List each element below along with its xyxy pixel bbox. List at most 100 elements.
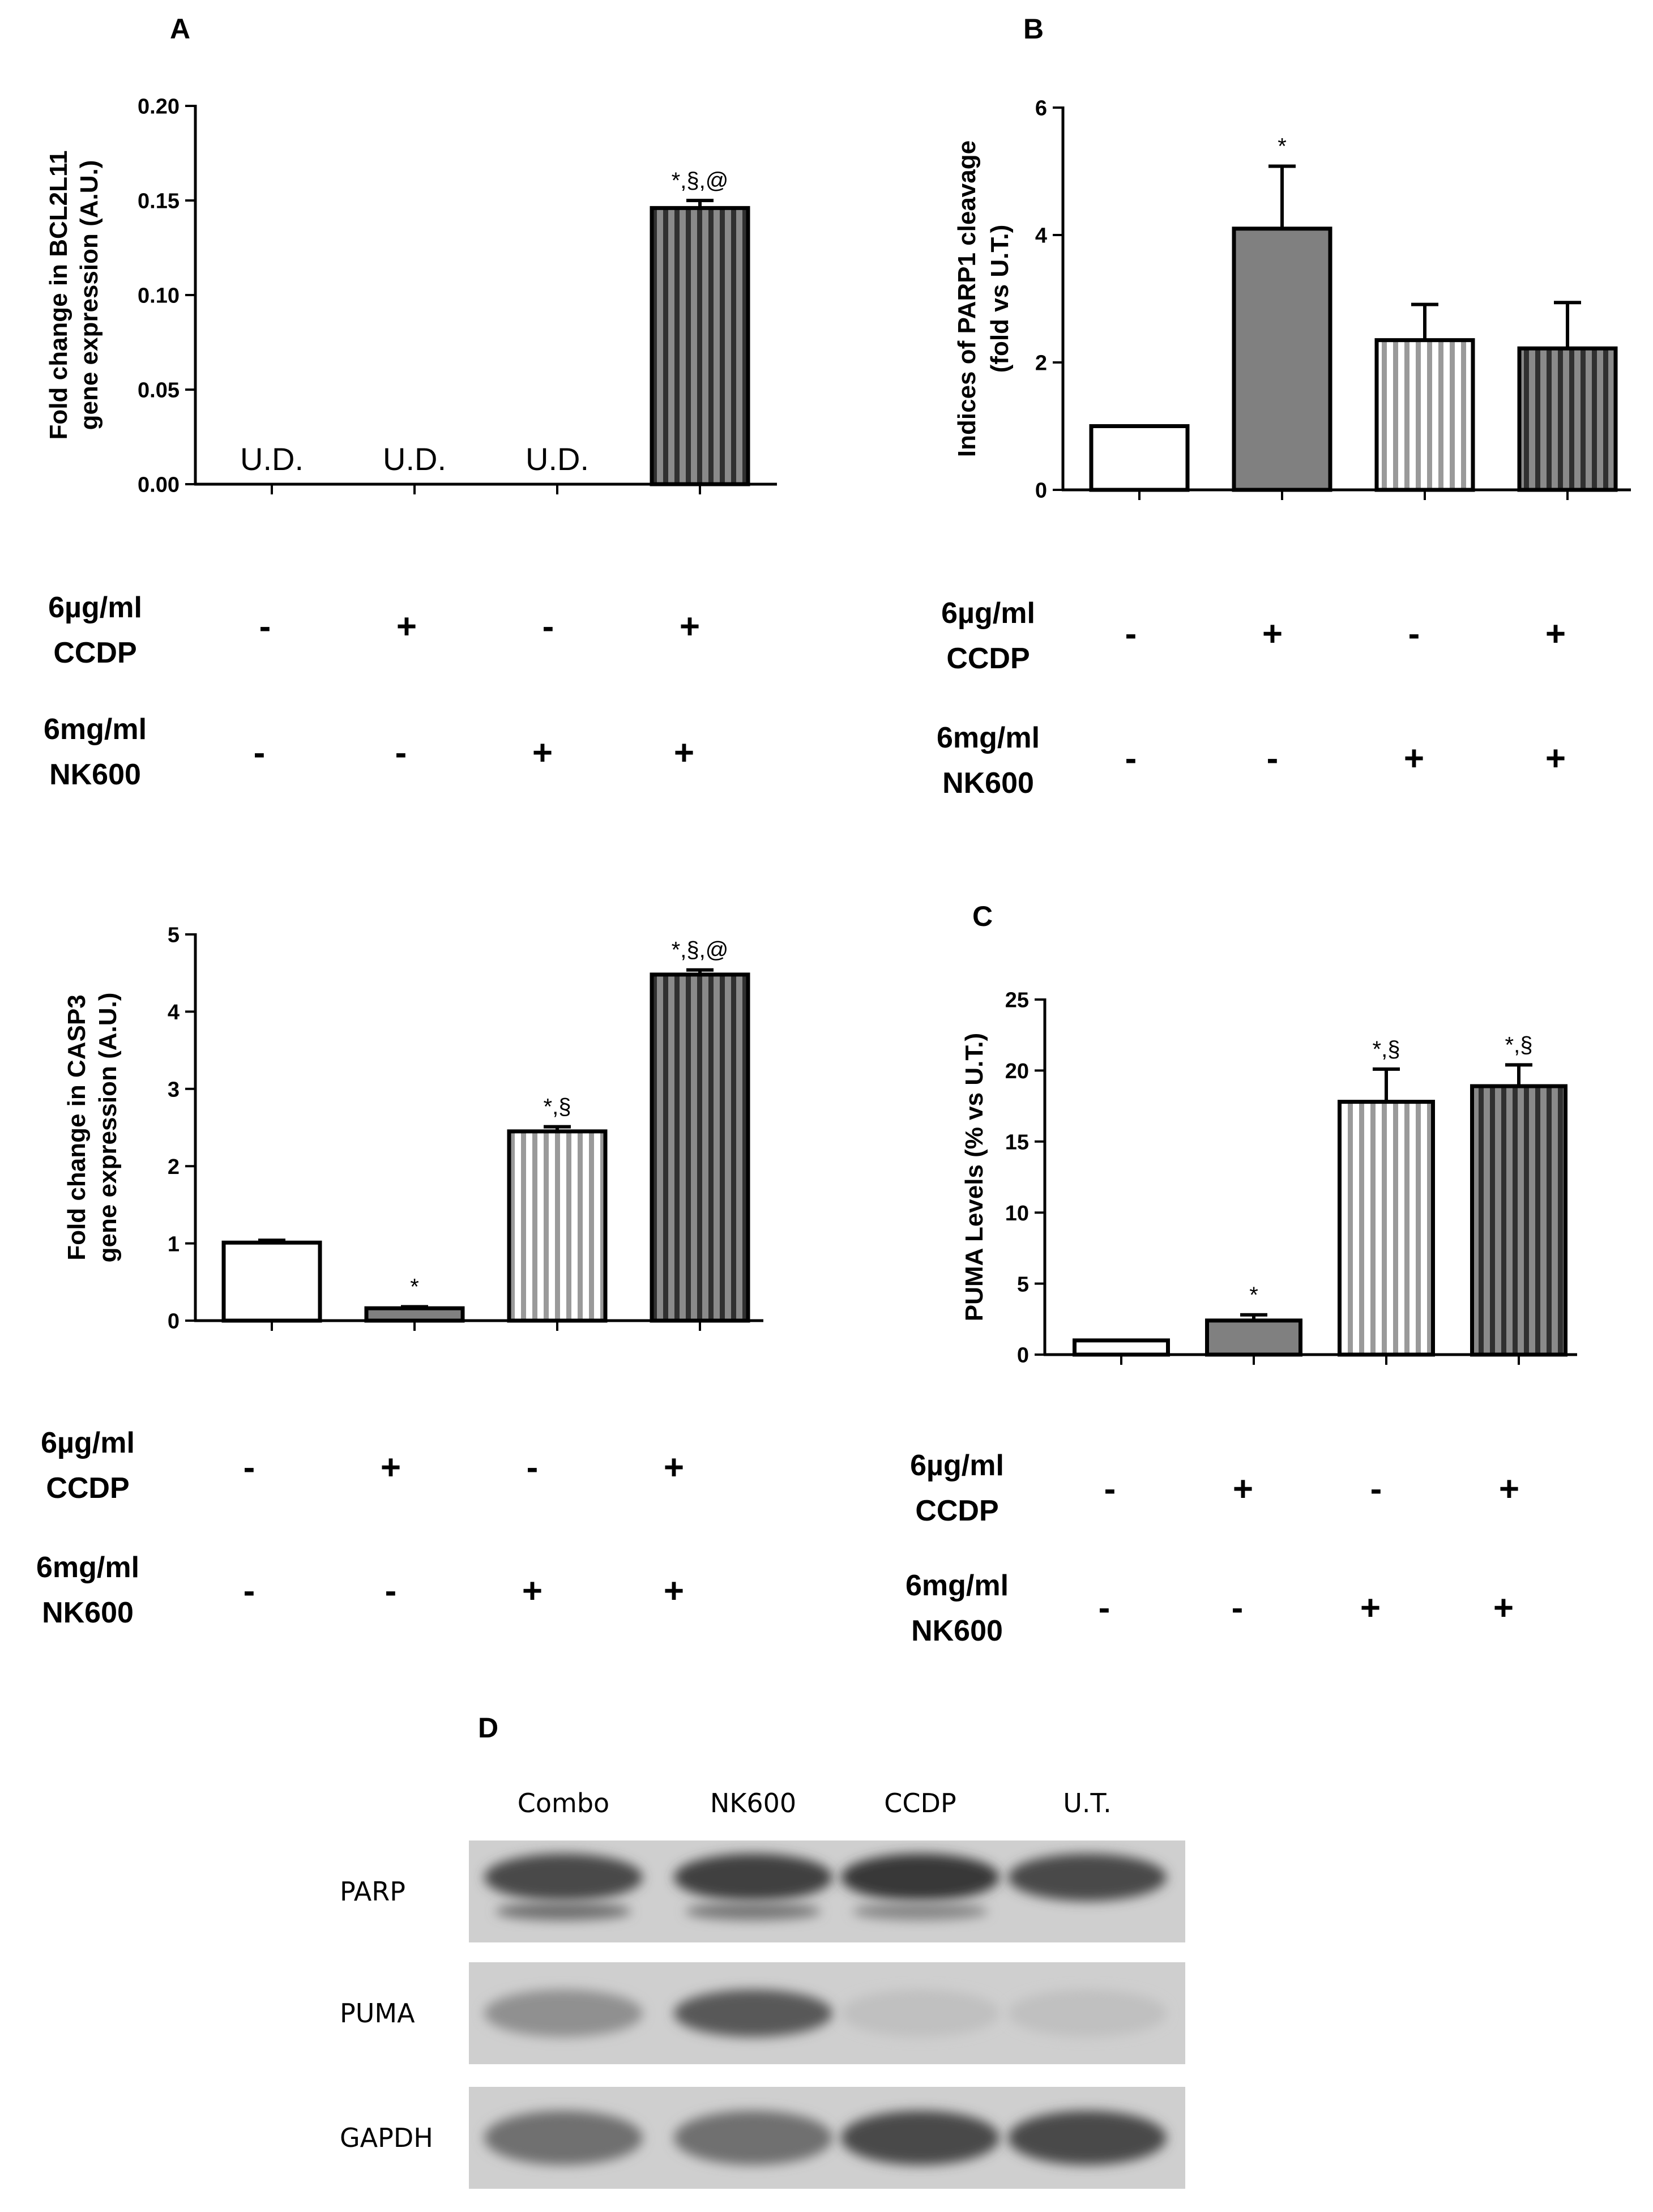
blot-band (1008, 2111, 1167, 2165)
blot-band (484, 1854, 643, 1901)
treatment-name: CCDP (46, 1472, 129, 1505)
treatment-name: NK600 (911, 1615, 1003, 1647)
panel-label: D (478, 1712, 498, 1744)
blot-band-cleaved (685, 1902, 821, 1920)
treatment-dose: 6µg/ml (941, 597, 1035, 630)
significance-label: *,§ (1373, 1037, 1400, 1062)
treatment-sign: + (680, 607, 700, 646)
y-axis-label: gene expression (A.U.) (75, 160, 103, 430)
treatment-sign: - (1125, 739, 1137, 778)
lane-label: CCDP (884, 1788, 956, 1818)
bar-CCDP (1205, 1318, 1302, 1357)
chart-panel-A: A 0.00 0.05 0.10 0.15 0.20 Fold change in BCL2… (44, 13, 777, 791)
treatment-dose: 6mg/ml (44, 713, 147, 746)
bar-Combo (1470, 1084, 1567, 1357)
y-tick-label: 1 (168, 1232, 180, 1256)
treatment-sign: + (1262, 614, 1283, 654)
y-tick-label: 4 (1035, 224, 1047, 248)
significance-label: *,§ (544, 1095, 571, 1120)
bar-NK600 (1338, 1100, 1435, 1357)
blot-strip-puma (469, 1962, 1185, 2064)
chart-panel-B: B 0 2 4 6 Indices of PARP1 cleavage (fold vs U… (937, 13, 1631, 800)
y-tick-label: 2 (168, 1155, 180, 1179)
treatment-sign: - (259, 607, 271, 646)
treatment-sign: + (664, 1448, 684, 1487)
blot-band (841, 1854, 1000, 1901)
treatment-sign: - (385, 1572, 397, 1611)
blot-band (841, 2111, 1000, 2165)
blot-band (1008, 1854, 1167, 1901)
treatment-sign: + (674, 733, 694, 772)
treatment-sign: + (532, 733, 553, 772)
bar-NK600 (1374, 338, 1475, 492)
charts-layer: A 0.00 0.05 0.10 0.15 0.20 Fold change in BCL2… (36, 13, 1631, 1647)
significance-label: * (410, 1274, 419, 1299)
blot-band (484, 2111, 643, 2165)
y-tick-label: 3 (168, 1078, 180, 1101)
treatment-name: NK600 (42, 1596, 134, 1629)
treatment-sign: - (1370, 1470, 1382, 1509)
treatment-name: CCDP (915, 1494, 998, 1527)
treatment-name: CCDP (946, 642, 1030, 675)
significance-label: * (1249, 1283, 1258, 1308)
lane-label: Combo (518, 1788, 609, 1818)
significance-label: *,§ (1505, 1032, 1533, 1057)
treatment-sign: + (1493, 1588, 1514, 1628)
blot-band-cleaved (852, 1902, 988, 1920)
treatment-sign: + (381, 1448, 401, 1487)
blot-band-cleaved (496, 1902, 631, 1920)
treatment-sign: + (1360, 1588, 1381, 1628)
treatment-sign: + (396, 607, 417, 646)
chart-panel-CASP3: 0 1 2 3 4 5 Fold change in CASP3 gene expressio… (36, 924, 763, 1629)
blot-band (841, 1989, 1000, 2037)
treatment-dose: 6µg/ml (910, 1449, 1004, 1482)
y-axis-label: gene expression (A.U.) (94, 993, 122, 1263)
y-tick-label: 4 (168, 1001, 180, 1024)
blot-band (674, 1989, 832, 2037)
y-axis-label: Fold change in CASP3 (63, 994, 91, 1260)
treatment-name: NK600 (942, 767, 1034, 800)
lane-label: NK600 (710, 1788, 796, 1818)
bar-text-undetected: U.D. (240, 441, 304, 477)
y-tick-label: 20 (1005, 1060, 1029, 1083)
y-tick-label: 2 (1035, 352, 1047, 375)
blot-row-label: GAPDH (340, 2123, 433, 2153)
bar-text-undetected: U.D. (526, 441, 589, 477)
treatment-sign: + (1233, 1470, 1253, 1509)
blot-band (1008, 1989, 1167, 2037)
y-tick-label: 5 (1017, 1272, 1029, 1296)
treatment-sign: - (1232, 1588, 1244, 1628)
y-axis-label: Indices of PARP1 cleavage (953, 140, 981, 457)
treatment-sign: - (527, 1448, 539, 1487)
y-tick-label: 0.05 (138, 379, 180, 403)
bar-U.T. (1073, 1338, 1170, 1357)
treatment-sign: + (1545, 614, 1566, 654)
bar-NK600 (507, 1129, 608, 1323)
y-tick-label: 0.15 (138, 190, 180, 213)
y-tick-label: 6 (1035, 97, 1047, 121)
y-tick-label: 0.00 (138, 473, 180, 497)
y-tick-label: 0.20 (138, 95, 180, 119)
treatment-sign: - (244, 1572, 255, 1611)
bar-Combo (1517, 346, 1618, 492)
treatment-sign: + (664, 1572, 684, 1611)
y-tick-label: 0.10 (138, 284, 180, 308)
blot-band (674, 2111, 832, 2165)
significance-label: *,§,@ (672, 938, 729, 963)
bar-U.T. (1089, 424, 1190, 492)
treatment-sign: - (1125, 614, 1137, 654)
blot-band (674, 1854, 832, 1901)
blot-row-label: PUMA (340, 1998, 415, 2029)
y-tick-label: 25 (1005, 989, 1029, 1013)
y-tick-label: 5 (168, 924, 180, 947)
panel-label: B (1023, 13, 1044, 45)
y-tick-label: 0 (1035, 479, 1047, 503)
treatment-sign: - (1099, 1588, 1110, 1628)
treatment-sign: - (1408, 614, 1420, 654)
bar-Combo (650, 972, 750, 1323)
y-tick-label: 0 (168, 1310, 180, 1334)
significance-label: * (1278, 134, 1287, 159)
treatment-dose: 6mg/ml (36, 1551, 139, 1584)
lane-label: U.T. (1063, 1788, 1112, 1818)
